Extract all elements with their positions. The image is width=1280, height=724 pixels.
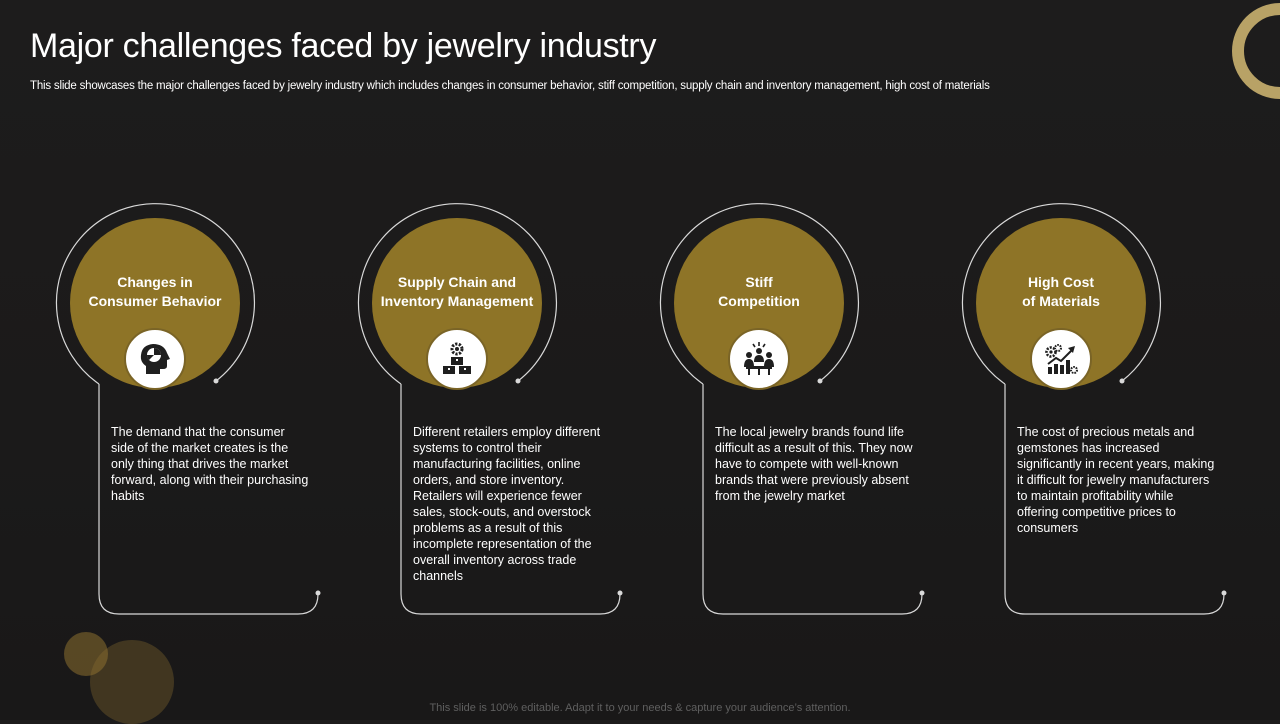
slide-title: Major challenges faced by jewelry indust… bbox=[30, 27, 657, 65]
slide-subtitle: This slide showcases the major challenge… bbox=[30, 80, 990, 92]
card-heading: Stiff Competition bbox=[718, 274, 800, 309]
card-heading: High Cost of Materials bbox=[1022, 274, 1100, 309]
decorative-gold-ring bbox=[1232, 3, 1280, 99]
decorative-bubble-small bbox=[64, 632, 108, 676]
head-pie-chart-icon bbox=[124, 328, 186, 390]
card-description: Different retailers employ different sys… bbox=[413, 425, 601, 583]
challenge-card-high-cost-materials: High Cost of Materials The cost of preci… bbox=[961, 200, 1232, 620]
rising-chart-gears-icon bbox=[1030, 328, 1092, 390]
card-heading: Supply Chain and Inventory Management bbox=[380, 274, 534, 309]
card-description: The demand that the consumer side of the… bbox=[111, 425, 309, 503]
gear-boxes-icon bbox=[426, 328, 488, 390]
card-description: The local jewelry brands found life diff… bbox=[715, 425, 913, 503]
card-outline bbox=[55, 203, 321, 615]
challenge-card-consumer-behavior: Changes in Consumer Behavior The demand … bbox=[55, 200, 326, 620]
card-heading: Changes in Consumer Behavior bbox=[88, 274, 222, 309]
challenge-card-supply-chain: Supply Chain and Inventory Management Di… bbox=[357, 200, 628, 620]
card-outline bbox=[357, 203, 623, 615]
card-outline bbox=[961, 203, 1227, 615]
challenge-card-stiff-competition: Stiff Competition The local jewelry bran… bbox=[659, 200, 930, 620]
footer-note: This slide is 100% editable. Adapt it to… bbox=[429, 702, 851, 714]
card-outline bbox=[659, 203, 925, 615]
card-description: The cost of precious metals and gemstone… bbox=[1017, 425, 1215, 535]
meeting-people-icon bbox=[728, 328, 790, 390]
